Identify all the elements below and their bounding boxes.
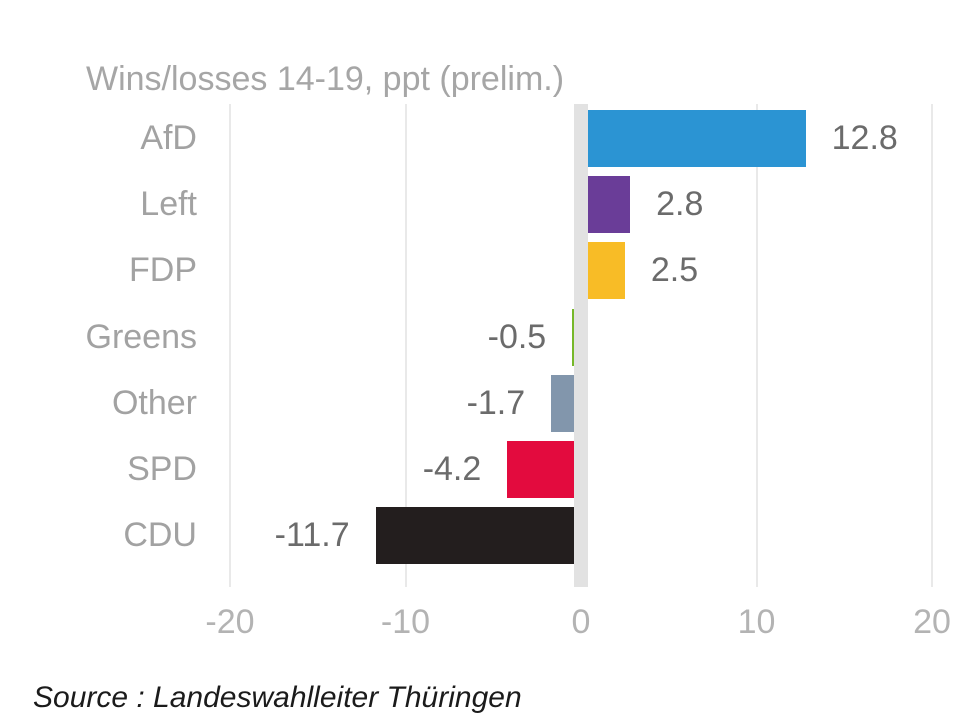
bar-left xyxy=(581,176,631,234)
category-label-other: Other xyxy=(111,383,197,422)
bar-afd xyxy=(581,110,806,167)
value-label-cdu: -11.7 xyxy=(274,516,350,555)
value-label-fdp: 2.5 xyxy=(650,251,699,290)
category-label-left: Left xyxy=(140,185,197,224)
value-label-afd: 12.8 xyxy=(831,119,898,157)
category-label-afd: AfD xyxy=(140,119,197,157)
gridline-x-10 xyxy=(755,104,758,587)
gridline-x--10 xyxy=(404,104,407,587)
category-label-cdu: CDU xyxy=(123,516,197,555)
chart-title: Wins/losses 14-19, ppt (prelim.) xyxy=(86,60,565,98)
gridline-x-20 xyxy=(931,104,933,587)
category-label-greens: Greens xyxy=(85,317,198,356)
x-tick-label-10: 10 xyxy=(737,603,776,641)
zero-axis-band xyxy=(574,104,588,587)
x-tick-label--20: -20 xyxy=(205,603,255,641)
bar-fdp xyxy=(581,242,625,300)
bar-cdu xyxy=(375,507,581,565)
value-label-spd: -4.2 xyxy=(422,450,482,488)
x-tick-label-0: 0 xyxy=(571,603,591,641)
gridline-x--20 xyxy=(229,104,231,587)
source-note: Source : Landeswahlleiter Thüringen xyxy=(33,681,522,714)
value-label-greens: -0.5 xyxy=(487,317,547,356)
value-label-other: -1.7 xyxy=(466,383,526,422)
bar-spd xyxy=(507,441,581,498)
category-label-fdp: FDP xyxy=(129,251,197,290)
value-label-left: 2.8 xyxy=(656,185,704,224)
x-tick-label--10: -10 xyxy=(380,603,431,641)
x-tick-label-20: 20 xyxy=(913,603,951,641)
category-label-spd: SPD xyxy=(127,450,197,488)
